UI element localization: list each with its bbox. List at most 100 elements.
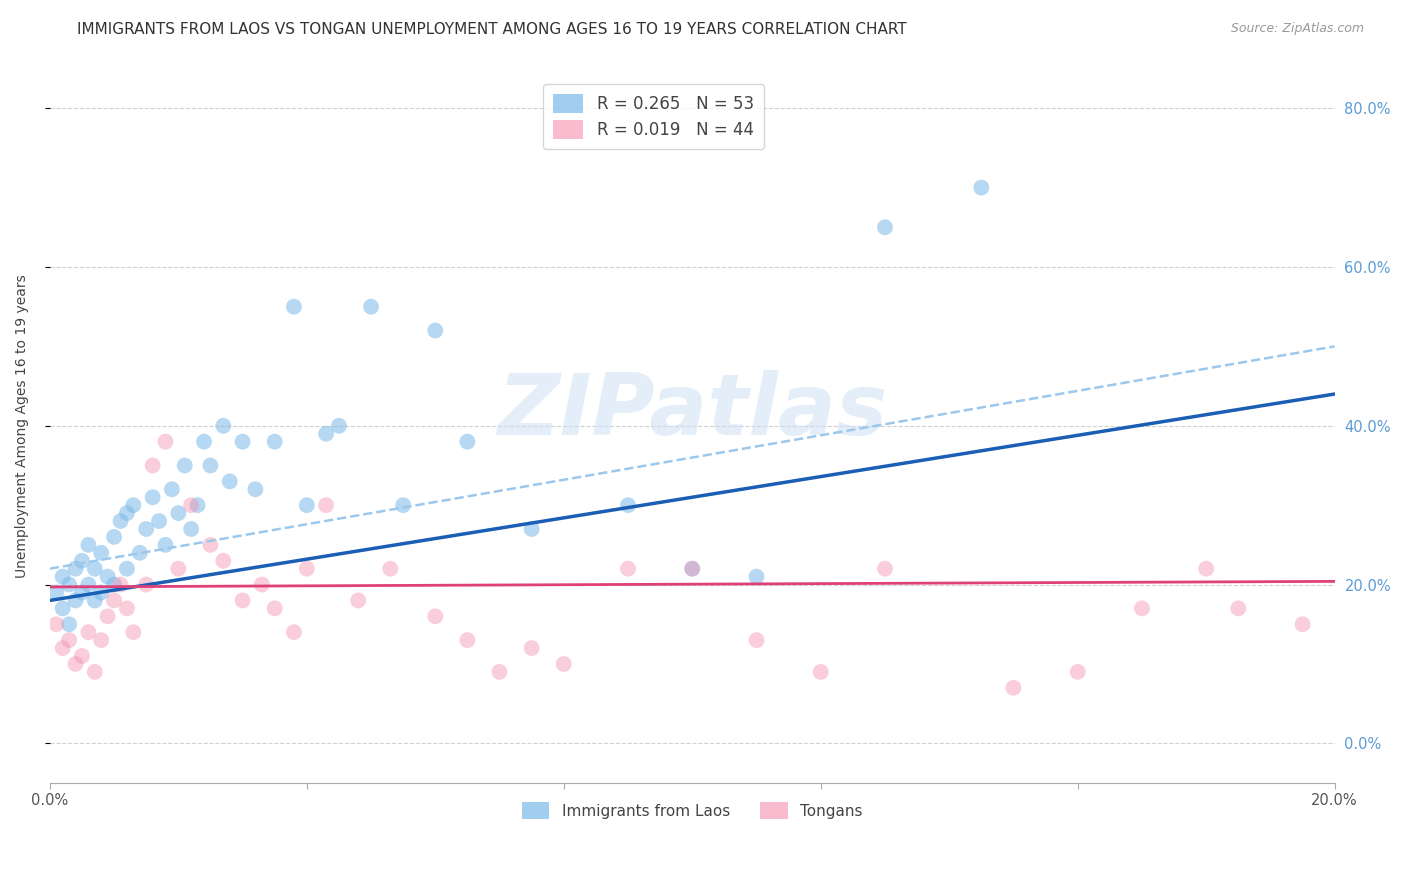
Point [70, 648, 93, 663]
Point [52, 641, 75, 656]
Text: IMMIGRANTS FROM LAOS VS TONGAN UNEMPLOYMENT AMONG AGES 16 TO 19 YEARS CORRELATIO: IMMIGRANTS FROM LAOS VS TONGAN UNEMPLOYM… [77, 22, 907, 37]
Point [392, 498, 415, 512]
Point [488, 665, 510, 679]
Text: ZIPatlas: ZIPatlas [498, 370, 887, 453]
Point [167, 562, 190, 576]
Point [263, 601, 285, 615]
Text: Source: ZipAtlas.com: Source: ZipAtlas.com [1230, 22, 1364, 36]
Point [283, 300, 305, 314]
Point [90, 546, 112, 560]
Point [45, 617, 67, 632]
Point [347, 593, 370, 607]
Point [1066, 665, 1088, 679]
Point [142, 458, 165, 473]
Point [128, 546, 150, 560]
Point [200, 538, 222, 552]
Point [873, 562, 896, 576]
Point [135, 522, 157, 536]
Point [187, 498, 209, 512]
Point [873, 220, 896, 235]
Point [295, 562, 318, 576]
Point [77, 538, 100, 552]
Point [135, 577, 157, 591]
Point [90, 585, 112, 599]
Point [45, 585, 67, 599]
Point [1130, 601, 1153, 615]
Point [360, 300, 382, 314]
Point [745, 633, 768, 648]
Point [52, 569, 75, 583]
Point [110, 577, 132, 591]
Point [148, 514, 170, 528]
Point [122, 625, 145, 640]
Point [1002, 681, 1025, 695]
Point [315, 426, 337, 441]
Point [681, 562, 703, 576]
Point [970, 180, 993, 194]
Point [212, 554, 235, 568]
Point [617, 498, 640, 512]
Point [218, 475, 240, 489]
Point [52, 601, 75, 615]
Point [58, 633, 80, 648]
Point [200, 458, 222, 473]
Y-axis label: Unemployment Among Ages 16 to 19 years: Unemployment Among Ages 16 to 19 years [15, 274, 30, 578]
Point [681, 562, 703, 576]
Point [810, 665, 832, 679]
Point [155, 538, 177, 552]
Point [115, 506, 138, 520]
Point [77, 625, 100, 640]
Point [617, 562, 640, 576]
Point [65, 593, 87, 607]
Point [115, 562, 138, 576]
Point [520, 522, 543, 536]
Point [97, 569, 120, 583]
Point [295, 498, 318, 512]
Point [380, 562, 402, 576]
Point [193, 434, 215, 449]
Point [90, 633, 112, 648]
Point [232, 434, 254, 449]
Point [103, 577, 125, 591]
Point [180, 498, 202, 512]
Point [425, 609, 447, 624]
Point [456, 633, 478, 648]
Point [103, 530, 125, 544]
Legend: Immigrants from Laos, Tongans: Immigrants from Laos, Tongans [516, 796, 869, 825]
Point [70, 554, 93, 568]
Point [232, 593, 254, 607]
Point [65, 562, 87, 576]
Point [115, 601, 138, 615]
Point [250, 577, 273, 591]
Point [83, 593, 105, 607]
Point [83, 665, 105, 679]
Point [245, 483, 267, 497]
Point [1195, 562, 1218, 576]
Point [83, 562, 105, 576]
Point [212, 418, 235, 433]
Point [520, 641, 543, 656]
Point [65, 657, 87, 671]
Point [425, 324, 447, 338]
Point [103, 593, 125, 607]
Point [263, 434, 285, 449]
Point [77, 577, 100, 591]
Point [110, 514, 132, 528]
Point [315, 498, 337, 512]
Point [160, 483, 183, 497]
Point [122, 498, 145, 512]
Point [283, 625, 305, 640]
Point [1227, 601, 1250, 615]
Point [70, 585, 93, 599]
Point [1291, 617, 1313, 632]
Point [58, 577, 80, 591]
Point [456, 434, 478, 449]
Point [553, 657, 575, 671]
Point [58, 617, 80, 632]
Point [328, 418, 350, 433]
Point [97, 609, 120, 624]
Point [155, 434, 177, 449]
Point [167, 506, 190, 520]
Point [173, 458, 195, 473]
Point [180, 522, 202, 536]
